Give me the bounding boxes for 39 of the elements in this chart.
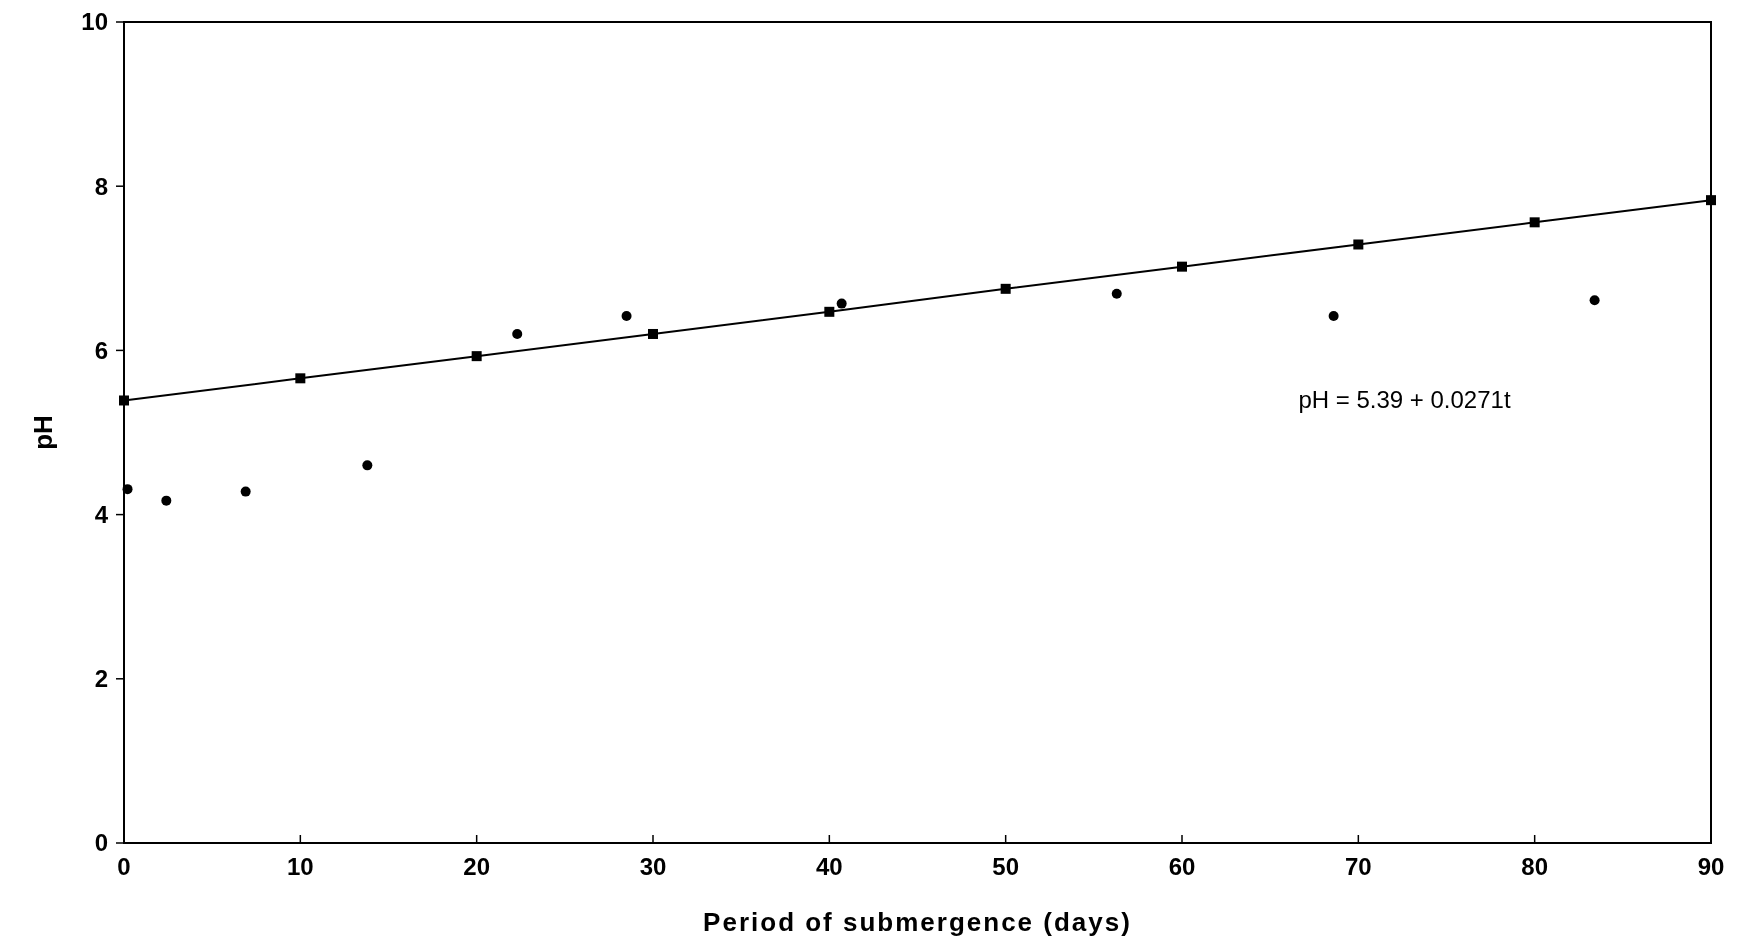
point [240,486,251,497]
point [362,460,373,471]
x-tick-label: 90 [1697,853,1725,880]
x-tick-label: 20 [463,853,491,880]
y-axis-title: pH [28,415,58,450]
point [119,395,129,406]
point [648,328,658,339]
point [836,298,847,309]
point [1529,217,1540,228]
x-tick-label: 0 [117,853,131,880]
point [1589,295,1600,306]
x-tick-label: 10 [286,853,314,880]
point [621,310,632,321]
y-tick-label: 6 [94,336,108,364]
point [1706,195,1716,206]
point [1353,239,1364,250]
y-tick-label: 8 [94,172,108,200]
x-tick-label: 40 [815,853,843,880]
point [1111,288,1122,299]
point [1000,283,1011,294]
x-axis-title: Period of submergence (days) [703,907,1132,937]
y-tick-label: 10 [81,8,108,36]
point [295,373,306,384]
x-tick-label: 80 [1521,853,1549,880]
y-tick-label: 2 [94,665,108,693]
point [512,328,523,339]
point [1177,261,1187,272]
point [1328,310,1339,321]
annotation: pH = 5.39 + 0.0271t [1298,385,1511,413]
x-tick-label: 50 [992,853,1020,880]
y-tick-label: 4 [94,501,109,528]
x-tick-label: 30 [639,853,667,880]
point [824,306,835,317]
point [122,484,133,495]
y-tick-label: 0 [94,829,108,857]
x-tick-label: 60 [1168,853,1196,880]
x-tick-label: 70 [1344,853,1372,880]
point [471,351,482,362]
point [161,495,172,506]
